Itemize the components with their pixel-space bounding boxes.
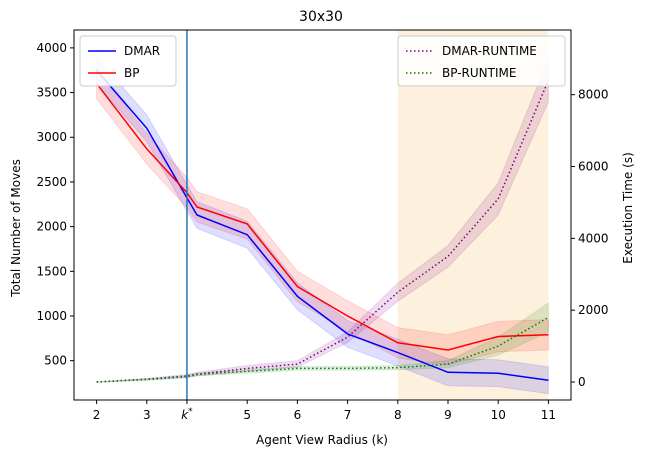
chart-title: 30x30 xyxy=(299,9,343,25)
y-tick-label-left: 3500 xyxy=(36,86,67,100)
y-tick-label-right: 0 xyxy=(578,375,586,389)
y-tick-label-left: 1000 xyxy=(36,309,67,323)
x-tick-label: 10 xyxy=(491,408,506,422)
y-tick-label-left: 1500 xyxy=(36,264,67,278)
legend-left: DMAR BP xyxy=(80,36,176,86)
y-axis-title-right: Execution Time (s) xyxy=(621,152,635,264)
y-tick-label-right: 2000 xyxy=(578,303,609,317)
legend-label-bp-runtime: BP-RUNTIME xyxy=(442,66,516,80)
y-tick-label-left: 2000 xyxy=(36,220,67,234)
y-tick-label-right: 8000 xyxy=(578,88,609,102)
x-tick-label: 11 xyxy=(541,408,556,422)
y-tick-label-right: 6000 xyxy=(578,160,609,174)
x-axis-title: Agent View Radius (k) xyxy=(256,433,388,447)
x-tick-label: 8 xyxy=(394,408,402,422)
y-axis-title-left: Total Number of Moves xyxy=(9,159,23,298)
x-tick-label: 9 xyxy=(444,408,452,422)
x-tick-label: 7 xyxy=(344,408,352,422)
legend-right: DMAR-RUNTIME BP-RUNTIME xyxy=(398,36,565,86)
x-tick-label: 2 xyxy=(93,408,101,422)
legend-label-bp: BP xyxy=(124,66,139,80)
legend-label-dmar: DMAR xyxy=(124,44,160,58)
x-tick-label: k* xyxy=(181,407,193,422)
y-tick-label-left: 4000 xyxy=(36,41,67,55)
x-tick-label: 5 xyxy=(243,408,251,422)
x-tick-label: 3 xyxy=(143,408,151,422)
x-tick-label: 6 xyxy=(294,408,302,422)
y-tick-label-left: 3000 xyxy=(36,130,67,144)
y-tick-label-left: 500 xyxy=(44,354,67,368)
legend-label-dmar-runtime: DMAR-RUNTIME xyxy=(442,44,537,58)
y-tick-label-left: 2500 xyxy=(36,175,67,189)
y-tick-label-right: 4000 xyxy=(578,231,609,245)
